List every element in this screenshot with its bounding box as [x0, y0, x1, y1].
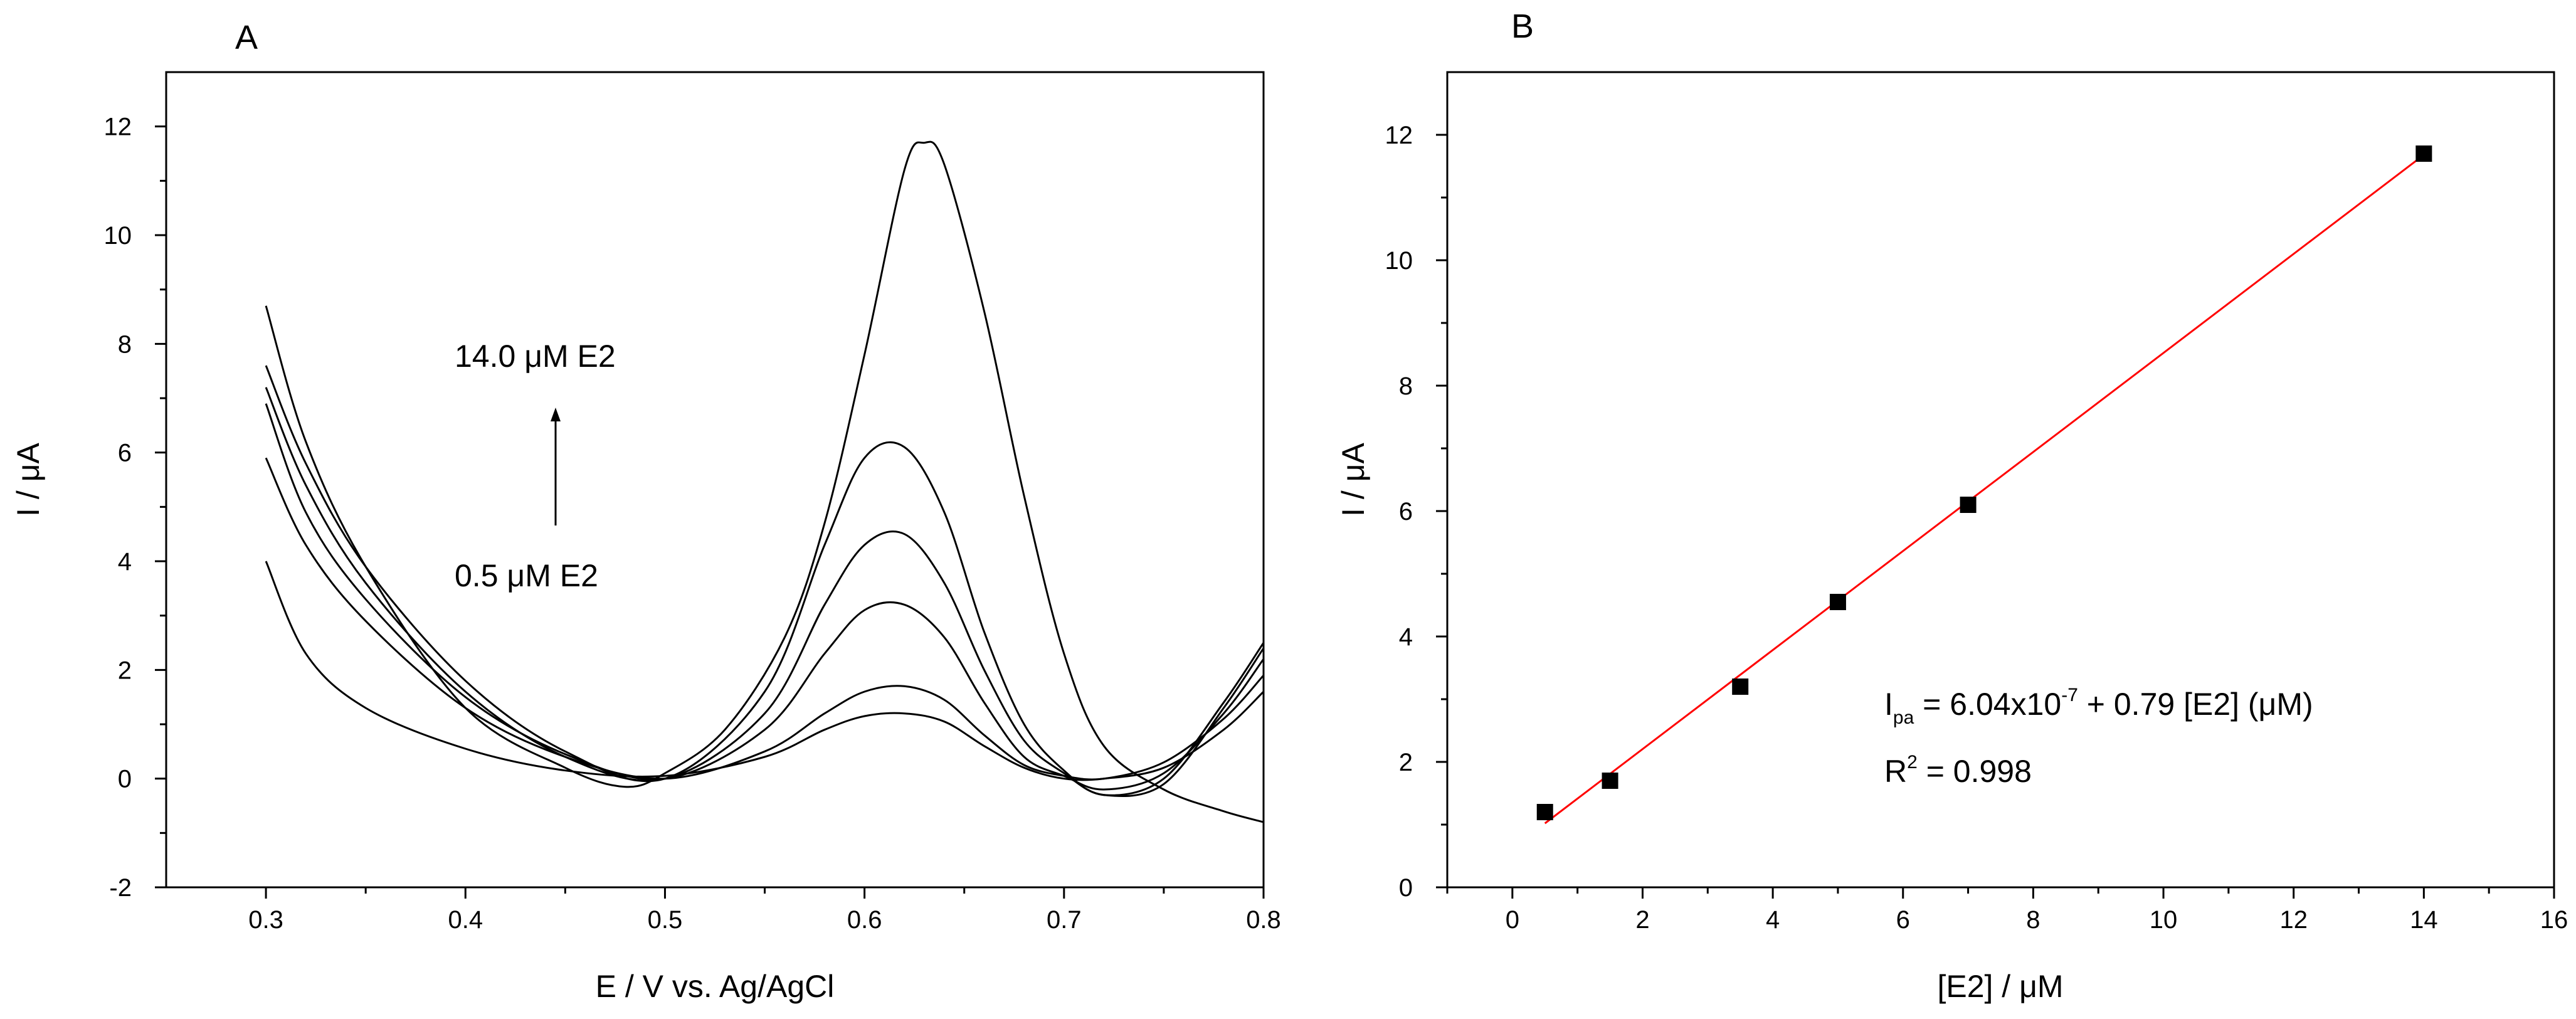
panel-a-y-axis-label: I / μA [11, 442, 46, 516]
panel-a-y-tick-label: -2 [109, 874, 132, 902]
panel-b-x-tick-label: 16 [2540, 906, 2568, 934]
data-point [1602, 773, 1618, 789]
panel-a-x-tick-label: 0.6 [847, 906, 882, 934]
panel-a-y-tick-label: 12 [104, 114, 132, 141]
panel-b-fit [1544, 154, 2425, 825]
data-point [1960, 497, 1977, 513]
panel-a-y-tick-label: 4 [118, 548, 132, 576]
panel-a-x-tick-label: 0.5 [648, 906, 683, 934]
panel-b-y-tick-label: 10 [1385, 247, 1413, 275]
data-point [1732, 678, 1749, 695]
panel-a-plot-area [165, 71, 1265, 889]
panel-b-label: B [1511, 8, 1534, 45]
panel-a-x-tick-label: 0.4 [448, 906, 483, 934]
voltammogram-series-1 [265, 561, 1265, 781]
panel-b: B 0 2 4 6 8 10 12 14 16 0 2 4 6 8 10 12 [E2] / μM I / μ… [1336, 8, 2568, 1004]
panel-a-x-axis-label: E / V vs. Ag/AgCl [596, 969, 835, 1004]
panel-a-label: A [235, 19, 258, 56]
voltammogram-series-2 [265, 457, 1265, 781]
panel-a-x-tick-label: 0.3 [248, 906, 283, 934]
panel-b-y-axis-label: I / μA [1336, 442, 1371, 516]
panel-b-y-tick-label: 12 [1385, 122, 1413, 149]
data-point [2415, 145, 2432, 162]
voltammogram-series-5 [265, 365, 1265, 796]
panel-b-x-tick-label: 0 [1506, 906, 1519, 934]
panel-b-plot-area [1446, 71, 2555, 889]
data-point [1536, 804, 1553, 820]
panel-a-y-tick-label: 10 [104, 222, 132, 250]
panel-b-y-tick-label: 4 [1399, 623, 1413, 651]
panel-a: A 0.3 0.4 0.5 0.6 0.7 0.8 -2 0 2 4 6 8 10 12 E / V vs… [11, 19, 1281, 1004]
panel-b-y-tick-label: 0 [1399, 874, 1413, 902]
increase-arrowhead [551, 408, 561, 421]
panel-b-y-tick-label: 2 [1399, 749, 1413, 776]
panel-b-ticks: 0 2 4 6 8 10 12 14 16 0 2 4 6 8 10 12 [1385, 122, 2568, 934]
panel-b-x-tick-label: 6 [1896, 906, 1910, 934]
annotation-high-concentration: 14.0 μM E2 [455, 339, 616, 374]
panel-a-y-tick-label: 8 [118, 330, 132, 358]
r-squared-value: R2 = 0.998 [1884, 752, 2032, 789]
panel-b-x-tick-label: 8 [2026, 906, 2040, 934]
panel-b-y-tick-label: 8 [1399, 372, 1413, 400]
panel-a-y-tick-label: 6 [118, 440, 132, 467]
panel-b-x-tick-label: 10 [2150, 906, 2178, 934]
panel-a-curves [265, 140, 1265, 823]
panel-b-y-tick-label: 6 [1399, 498, 1413, 525]
voltammogram-series-4 [265, 387, 1265, 798]
regression-equation: Ipa = 6.04x10-7 + 0.79 [E2] (μM) [1884, 685, 2313, 728]
panel-a-x-tick-label: 0.7 [1047, 906, 1082, 934]
voltammogram-series-6 [265, 140, 1264, 823]
panel-b-x-axis-label: [E2] / μM [1937, 969, 2063, 1004]
panel-a-ticks: 0.3 0.4 0.5 0.6 0.7 0.8 -2 0 2 4 6 8 10 12 [104, 114, 1281, 934]
panel-b-points [1536, 145, 2432, 820]
panel-a-y-tick-label: 0 [118, 766, 132, 793]
panel-a-x-tick-label: 0.8 [1246, 906, 1281, 934]
voltammogram-series-3 [265, 403, 1265, 791]
annotation-low-concentration: 0.5 μM E2 [455, 558, 598, 593]
data-point [1829, 594, 1846, 610]
panel-b-x-tick-label: 14 [2410, 906, 2438, 934]
panel-b-x-tick-label: 12 [2279, 906, 2308, 934]
panel-a-y-tick-label: 2 [118, 657, 132, 684]
panel-b-x-tick-label: 4 [1766, 906, 1780, 934]
linear-fit-line [1544, 154, 2425, 825]
panel-b-x-tick-label: 2 [1635, 906, 1649, 934]
